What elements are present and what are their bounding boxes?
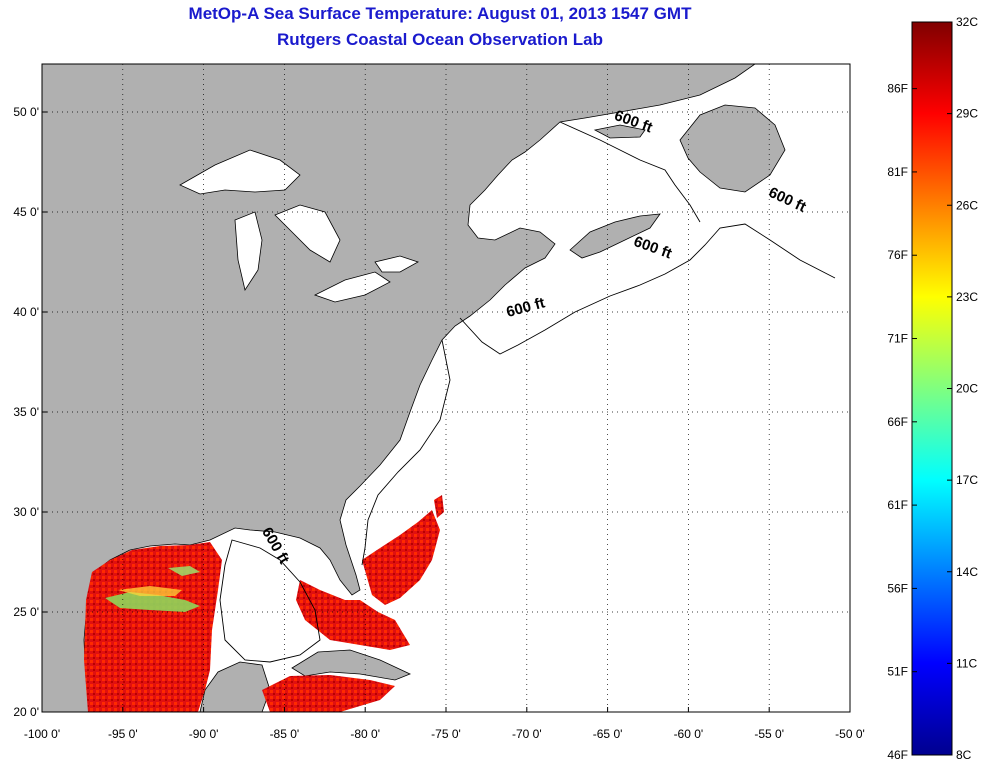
land-north-america (42, 64, 756, 712)
land-nova-scotia (569, 213, 661, 259)
lat-tick-label: 50 0' (13, 105, 39, 119)
lon-tick-label: -95 0' (108, 727, 138, 741)
colorbar-c-label: 29C (956, 107, 978, 121)
colorbar-c-label: 23C (956, 290, 978, 304)
colorbar-f-label: 76F (887, 248, 908, 262)
colorbar-c-label: 32C (956, 15, 978, 29)
lon-tick-label: -90 0' (189, 727, 219, 741)
lon-tick-label: -50 0' (835, 727, 865, 741)
colorbar-f-label: 56F (887, 581, 908, 595)
colorbar-c-label: 26C (956, 198, 978, 212)
land-cuba (291, 649, 412, 681)
lat-tick-label: 45 0' (13, 205, 39, 219)
sst-swath-western-gulf (84, 542, 222, 712)
colorbar-c-label: 8C (956, 748, 972, 762)
colorbar-f-label: 51F (887, 665, 908, 679)
lat-tick-label: 20 0' (13, 705, 39, 719)
map-title: MetOp-A Sea Surface Temperature: August … (188, 4, 692, 23)
colorbar-f-label: 71F (887, 332, 908, 346)
colorbar-c-label: 20C (956, 382, 978, 396)
map-subtitle: Rutgers Coastal Ocean Observation Lab (277, 30, 603, 49)
latitude-axis: 20 0' 25 0' 30 0' 35 0' 40 0' 45 0' 50 0' (13, 105, 47, 719)
colorbar-c-label: 14C (956, 565, 978, 579)
lon-tick-label: -55 0' (754, 727, 784, 741)
great-lakes (179, 149, 419, 303)
colorbar-f-label: 61F (887, 498, 908, 512)
sst-swath-bahamas (362, 510, 440, 605)
colorbar-c-label: 11C (956, 656, 977, 670)
sst-green-patch (105, 592, 200, 612)
colorbar: 32C 29C 26C 23C 20C 17C 14C 11C 8C 86F 81F 76F 71F 6… (887, 15, 978, 762)
colorbar-f-label: 81F (887, 165, 908, 179)
land-yucatan (199, 661, 271, 712)
colorbar-celsius-labels: 32C 29C 26C 23C 20C 17C 14C 11C 8C (947, 15, 978, 762)
graticule (42, 64, 850, 712)
lon-tick-label: -100 0' (24, 727, 60, 741)
colorbar-f-label: 46F (887, 748, 908, 762)
sst-swath-caribbean (262, 675, 395, 712)
colorbar-gradient (911, 21, 953, 756)
isobath-600ft (459, 223, 836, 355)
lon-tick-label: -75 0' (431, 727, 461, 741)
longitude-axis: -100 0' -95 0' -90 0' -85 0' -80 0' -75 0' -70… (24, 707, 865, 741)
colorbar-c-label: 17C (956, 473, 978, 487)
lon-tick-label: -60 0' (674, 727, 704, 741)
lon-tick-label: -70 0' (512, 727, 542, 741)
colorbar-f-label: 66F (887, 415, 908, 429)
colorbar-fahrenheit-labels: 86F 81F 76F 71F 66F 61F 56F 51F 46F (887, 82, 917, 762)
lon-tick-label: -85 0' (270, 727, 300, 741)
sst-swaths (84, 495, 444, 712)
lat-tick-label: 25 0' (13, 605, 39, 619)
lat-tick-label: 35 0' (13, 405, 39, 419)
lat-tick-label: 30 0' (13, 505, 39, 519)
sst-swath-florida-straits (296, 580, 410, 650)
land-newfoundland (679, 104, 786, 193)
colorbar-f-label: 86F (887, 82, 908, 96)
lat-tick-label: 40 0' (13, 305, 39, 319)
lon-tick-label: -65 0' (593, 727, 623, 741)
lon-tick-label: -80 0' (350, 727, 380, 741)
